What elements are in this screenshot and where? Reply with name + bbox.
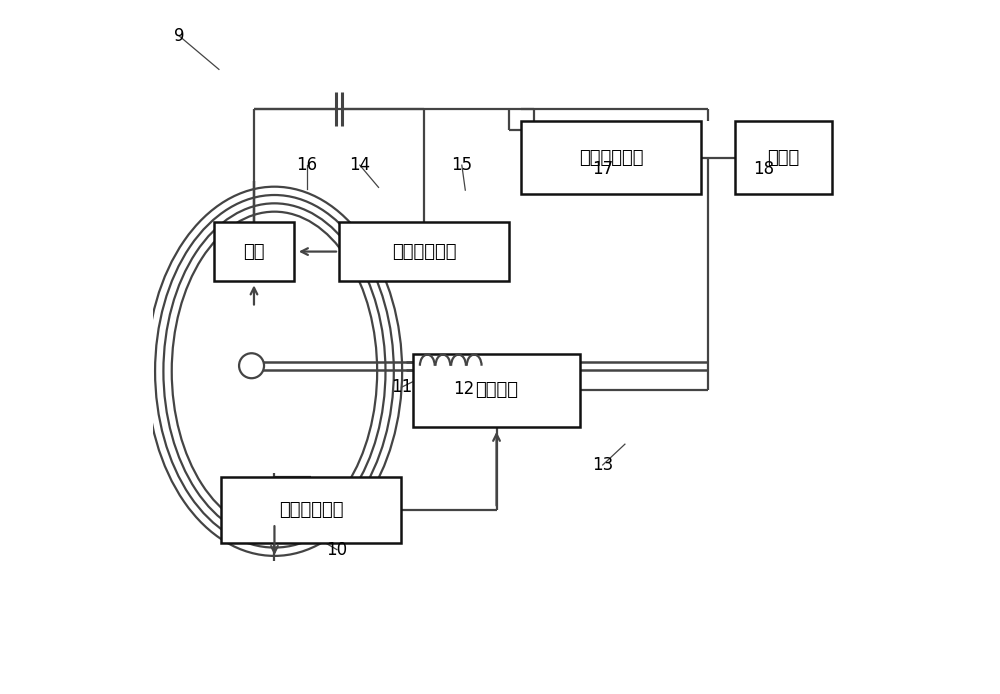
- Text: 10: 10: [326, 541, 347, 559]
- Text: 开关: 开关: [243, 243, 265, 260]
- Text: 12: 12: [453, 380, 475, 398]
- Text: 17: 17: [592, 160, 613, 178]
- Text: 蓄电池: 蓄电池: [767, 149, 799, 167]
- Text: 13: 13: [592, 456, 613, 474]
- FancyBboxPatch shape: [735, 121, 832, 194]
- Text: 9: 9: [174, 27, 185, 45]
- Text: 控制电路: 控制电路: [475, 382, 518, 399]
- Circle shape: [239, 353, 264, 378]
- Text: 14: 14: [349, 156, 370, 174]
- FancyBboxPatch shape: [214, 222, 294, 281]
- Text: 15: 15: [451, 156, 472, 174]
- Text: 18: 18: [753, 160, 774, 178]
- Text: 取样检测装置: 取样检测装置: [279, 501, 343, 518]
- FancyBboxPatch shape: [339, 222, 509, 281]
- Text: 整流滤波电路: 整流滤波电路: [579, 149, 643, 167]
- FancyBboxPatch shape: [521, 121, 701, 194]
- Text: 11: 11: [391, 378, 412, 396]
- Text: 检测控制装置: 检测控制装置: [392, 243, 456, 260]
- Text: 16: 16: [297, 156, 318, 174]
- FancyBboxPatch shape: [221, 477, 401, 543]
- FancyBboxPatch shape: [413, 354, 580, 427]
